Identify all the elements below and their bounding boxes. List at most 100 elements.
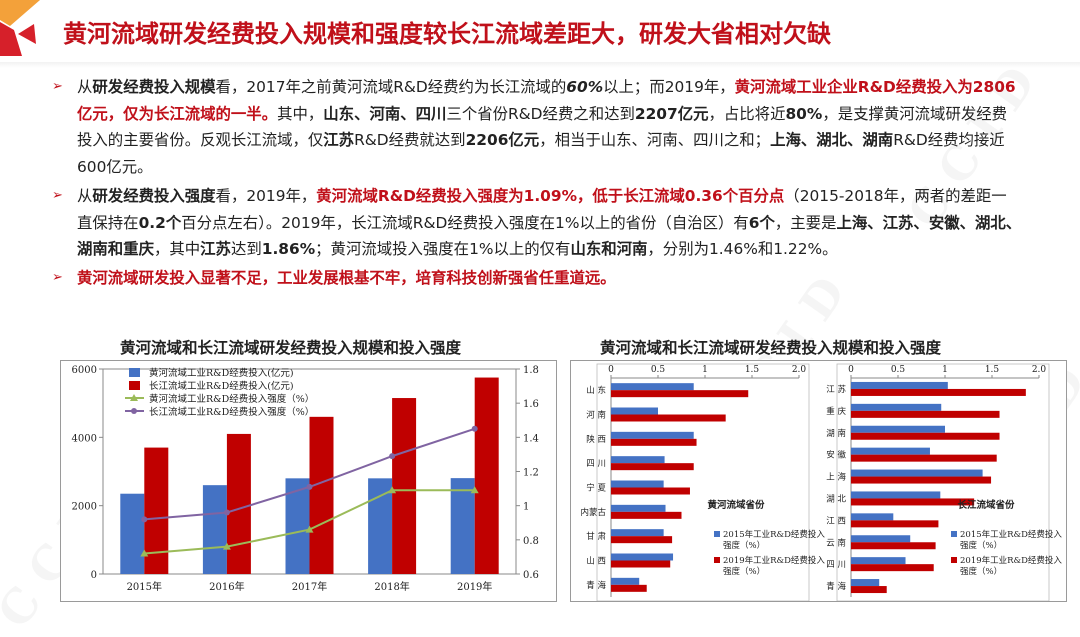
legend-label: 2019年工业R&D经费投入: [960, 555, 1062, 566]
y-tick-label: 安 徽: [826, 450, 846, 461]
right-tick-label: 0.6: [523, 570, 539, 581]
bar: [611, 431, 694, 439]
bullet-text-segment: 山东和河南: [570, 240, 648, 259]
x-tick-label: 0: [608, 365, 614, 375]
bullet-text-segment: 看，2017年之前黄河流域R&D经费约为长江流域的: [215, 78, 567, 96]
legend-swatch: [951, 531, 957, 537]
bullet-text-segment: R&D经费就达到: [354, 131, 466, 150]
bullet-text-segment: 黄河流域R&D经费投入强度为1.09%，低于长江流域0.36个百分点: [316, 186, 785, 205]
bar: [309, 416, 334, 574]
bar: [611, 480, 664, 488]
bar: [851, 535, 911, 543]
panel-label: 黄河流域省份: [707, 499, 765, 511]
bullet-text-segment: 6个: [748, 213, 775, 232]
bar: [611, 504, 666, 512]
legend-swatch: [129, 381, 140, 390]
y-tick-label: 宁 夏: [586, 483, 606, 494]
bar: [611, 414, 726, 422]
y-tick-label: 江 苏: [826, 384, 846, 395]
logo-orange-shape: [0, 0, 40, 26]
bar: [851, 403, 942, 411]
bar: [851, 513, 894, 521]
y-tick-label: 四 川: [826, 560, 846, 570]
bullet-text-segment: 以上；而2019年，: [603, 78, 735, 96]
y-tick-label: 湖 南: [826, 428, 846, 439]
x-tick-label: 0.5: [891, 365, 906, 375]
bar: [392, 398, 417, 574]
bullet-text-segment: （2015-2018年，两者的差距一直保持在: [77, 186, 1007, 232]
bullet-text-segment: 80%: [785, 104, 823, 123]
bar: [285, 478, 310, 574]
x-tick-label: 2017年: [292, 580, 327, 593]
y-tick-label: 重 庆: [826, 406, 846, 417]
bar: [611, 529, 664, 537]
line-point: [471, 425, 478, 432]
line-point: [140, 549, 149, 557]
line-point: [389, 453, 396, 460]
legend-label: 强度（%）: [960, 540, 1002, 551]
y-tick-label: 山 东: [586, 385, 606, 396]
bullet-text-segment: 百分点左右）。2019年，长江流域R&D经费投入强度在1%以上的省份（自治区）有: [181, 213, 749, 232]
bar: [851, 432, 1000, 440]
legend-swatch: [714, 557, 720, 563]
legend-label: 2015年工业R&D经费投入: [723, 529, 825, 540]
bullet-text-segment: ，分别为1.46%和1.22%。: [647, 240, 838, 259]
bar: [611, 390, 749, 398]
bullet-text-segment: 其中，: [277, 104, 324, 123]
bar: [450, 478, 475, 574]
bullet-text-segment: 江苏: [323, 131, 355, 150]
bullet-text-segment: 江苏: [200, 240, 231, 259]
bar: [851, 498, 975, 506]
x-tick-label: 1.5: [745, 365, 760, 375]
bullet-text-segment: ，其中: [153, 240, 201, 259]
page-title: 黄河流域研发经费投入规模和强度较长江流域差距大，研发大省相对欠缺: [63, 20, 831, 48]
bar: [851, 425, 945, 433]
x-tick-label: 1.5: [985, 365, 1000, 375]
x-tick-label: 2015年: [127, 580, 162, 593]
left-tick-label: 4000: [72, 433, 97, 444]
y-tick-label: 甘 肃: [586, 531, 606, 542]
legend-label: 黄河流域工业R&D经费投入强度（%）: [149, 393, 314, 405]
bar: [851, 410, 1000, 418]
bullet-item: ➢ 黄河流域研发投入显著不足，工业发展根基不牢，培育科技创新强省任重道远。: [52, 265, 1022, 292]
logo-red-shape-2: [18, 24, 36, 44]
legend-label: 强度（%）: [723, 566, 765, 577]
bullet-text-segment: ，占比将近: [708, 104, 786, 123]
line-point: [222, 542, 231, 550]
bullet-text-segment: 1.86%: [261, 240, 316, 259]
x-tick-label: 2016年: [209, 580, 244, 593]
bullet-text-segment: 看，2019年，: [215, 186, 317, 205]
legend-marker: [130, 394, 138, 401]
x-tick-label: 1: [702, 365, 708, 375]
x-tick-label: 0: [848, 365, 854, 375]
legend-label: 2015年工业R&D经费投入: [960, 529, 1062, 540]
bullet-text-segment: 黄河流域工业企业R&D经费投入为2806亿元，仅为长江流域的一半。: [77, 78, 1016, 123]
x-tick-label: 0.5: [651, 365, 666, 375]
bullet-text-segment: R&D经费均接近600亿元。: [77, 131, 1005, 177]
bar: [851, 447, 930, 455]
bar: [368, 478, 393, 574]
legend-swatch: [951, 557, 957, 563]
bar: [851, 381, 948, 389]
bar: [851, 491, 941, 499]
x-tick-label: 2018年: [374, 580, 409, 593]
panel-label: 长江流域省份: [957, 499, 1015, 511]
legend-label: 长江流域工业R&D经费投入(亿元): [149, 380, 294, 392]
y-tick-label: 青 海: [826, 581, 846, 592]
chart2-title: 黄河流域和长江流域研发经费投入规模和投入强度: [600, 339, 942, 357]
y-tick-label: 上 海: [826, 472, 846, 483]
bar: [851, 476, 992, 484]
legend-label: 长江流域工业R&D经费投入强度（%）: [149, 406, 314, 418]
bar: [611, 577, 640, 585]
bar: [611, 487, 690, 495]
x-tick-label: 1: [942, 365, 948, 375]
legend-swatch: [714, 531, 720, 537]
bullet-text-segment: ，相当于山东、河南、四川之和；: [539, 131, 771, 150]
bullet-text-segment: 达到: [230, 240, 262, 259]
bar: [851, 542, 936, 550]
bar: [851, 454, 997, 462]
bullet-arrow-icon: ➢: [52, 187, 63, 203]
right-tick-label: 1: [523, 502, 529, 513]
legend-swatch: [129, 368, 140, 377]
left-tick-label: 2000: [72, 502, 97, 513]
